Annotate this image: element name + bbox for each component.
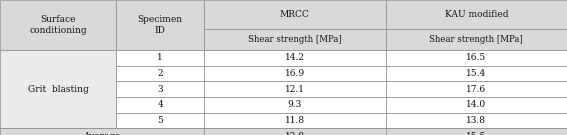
Bar: [204, 0, 386, 29]
Bar: [204, 66, 386, 81]
Bar: [116, 0, 204, 50]
Bar: [204, 128, 386, 135]
Text: 14.2: 14.2: [285, 53, 305, 62]
Bar: [386, 29, 567, 50]
Text: 12.1: 12.1: [285, 85, 305, 94]
Bar: [386, 128, 567, 135]
Text: 16.9: 16.9: [285, 69, 305, 78]
Bar: [116, 81, 204, 97]
Text: 3: 3: [158, 85, 163, 94]
Text: 1: 1: [157, 53, 163, 62]
Text: Shear strength [MPa]: Shear strength [MPa]: [429, 35, 523, 44]
Bar: [204, 50, 386, 66]
Text: 14.0: 14.0: [466, 100, 486, 109]
Bar: [116, 113, 204, 128]
Bar: [116, 50, 204, 66]
Text: 16.5: 16.5: [466, 53, 486, 62]
Text: 4: 4: [157, 100, 163, 109]
Text: 2: 2: [158, 69, 163, 78]
Text: 12.8: 12.8: [285, 132, 305, 135]
Text: KAU modified: KAU modified: [445, 10, 508, 19]
Bar: [386, 0, 567, 29]
Text: 13.8: 13.8: [466, 116, 486, 125]
Bar: [116, 66, 204, 81]
Text: 11.8: 11.8: [285, 116, 305, 125]
Bar: [116, 97, 204, 113]
Bar: [386, 50, 567, 66]
Text: 15.4: 15.4: [466, 69, 486, 78]
Bar: [386, 81, 567, 97]
Bar: [0, 50, 116, 128]
Bar: [386, 66, 567, 81]
Text: Average: Average: [83, 132, 121, 135]
Bar: [204, 81, 386, 97]
Bar: [0, 0, 116, 50]
Bar: [204, 113, 386, 128]
Text: 17.6: 17.6: [466, 85, 486, 94]
Bar: [386, 113, 567, 128]
Bar: [386, 97, 567, 113]
Text: 5: 5: [157, 116, 163, 125]
Text: Grit  blasting: Grit blasting: [28, 85, 88, 94]
Text: 9.3: 9.3: [287, 100, 302, 109]
Bar: [0, 128, 204, 135]
Text: Shear strength [MPa]: Shear strength [MPa]: [248, 35, 342, 44]
Text: 15.5: 15.5: [466, 132, 486, 135]
Bar: [204, 97, 386, 113]
Text: Specimen
ID: Specimen ID: [138, 15, 183, 35]
Bar: [204, 29, 386, 50]
Text: Surface
conditioning: Surface conditioning: [29, 15, 87, 35]
Text: MRCC: MRCC: [280, 10, 310, 19]
